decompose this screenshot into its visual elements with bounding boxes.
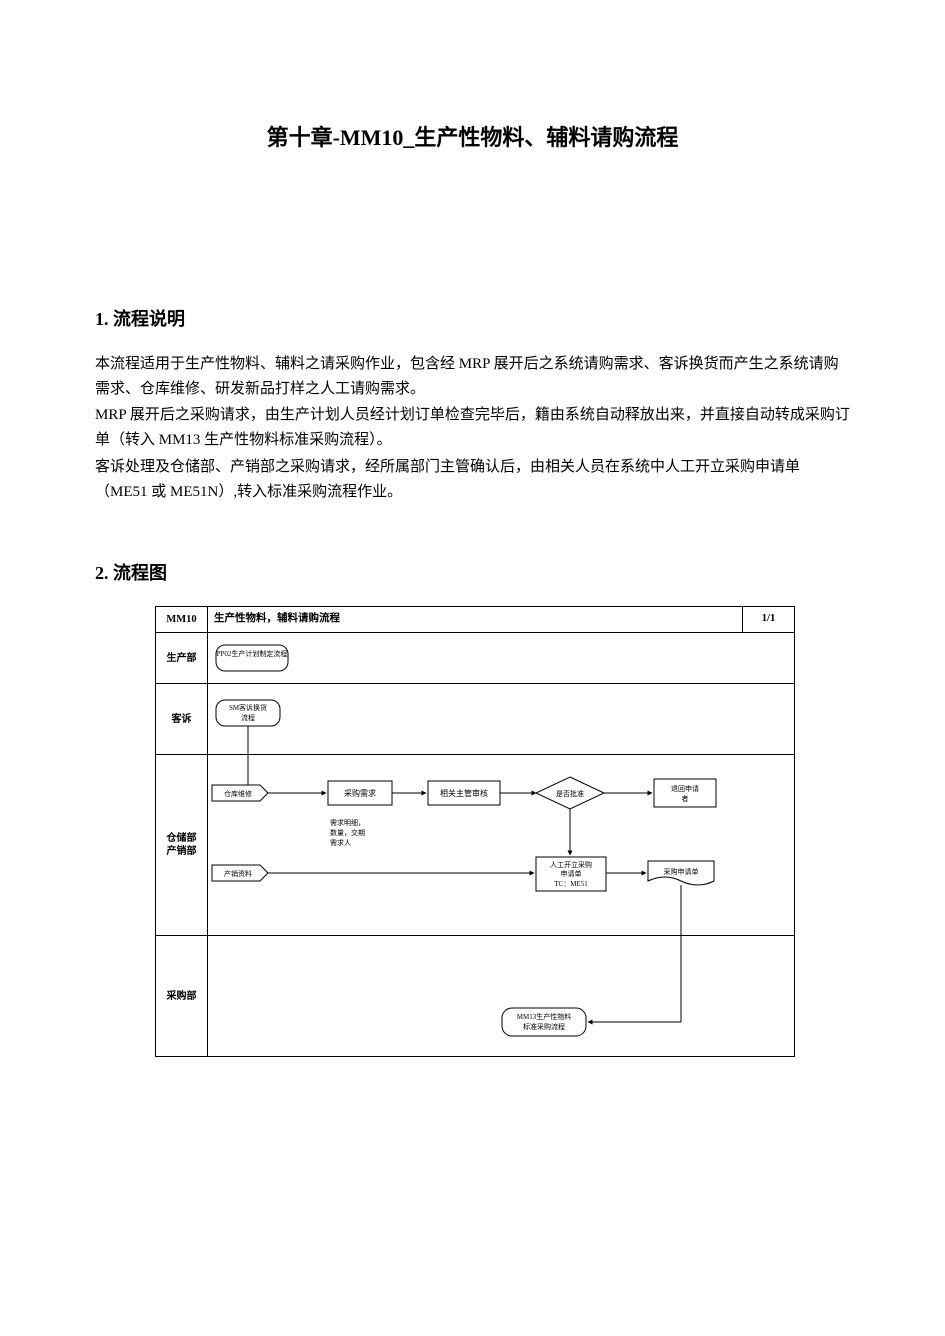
node-decision: 是否批准 [556,789,584,798]
node-mm13a: MM13生产性物料 [517,1012,571,1021]
page-title: 第十章-MM10_生产性物料、辅料请购流程 [95,120,850,155]
lane-warehouse: 仓储部 产销部 仓库维修 产销资料 [156,755,795,936]
flow-header-page: 1/1 [743,607,795,633]
node-cangku: 仓库维修 [224,789,252,798]
section1-p2: MRP 展开后之采购请求，由生产计划人员经计划订单检查完毕后，籍由系统自动释放出… [95,403,850,453]
node-kaili1: 人工开立采购 [550,860,592,869]
node-kaili2: 申请单 [561,869,582,878]
node-xuqiu-note1: 需求明细， [330,818,365,827]
node-xuqiu-note3: 需求人 [330,838,351,847]
node-kaili3: TC：ME51 [554,880,588,888]
node-tuihui1: 退回申请 [671,784,699,793]
flow-header-title: 生产性物料，辅料请购流程 [208,607,743,633]
lane-complaint: 客诉 SM客诉换货 流程 [156,684,795,755]
lane-purchasing-body: MM13生产性物料 标准采购流程 [208,936,795,1057]
node-shenqing: 采购申请单 [664,867,699,876]
node-pp02-l1: PP02生产计划制定流程 [217,649,288,658]
flow-header-code: MM10 [156,607,208,633]
section1-body: 本流程适用于生产性物料、辅料之请采购作业，包含经 MRP 展开后之系统请购需求、… [95,352,850,505]
section1-p3: 客诉处理及仓储部、产销部之采购请求，经所属部门主管确认后，由相关人员在系统中人工… [95,455,850,505]
node-xuqiu: 采购需求 [344,788,376,798]
node-sm-line2: 流程 [241,713,255,722]
section1-heading: 1. 流程说明 [95,305,850,334]
node-mm13b: 标准采购流程 [523,1022,565,1031]
lane-warehouse-body: 仓库维修 产销资料 采购需求 需求明细， 数量，交期 需求人 相关主管审核 [208,755,795,936]
node-tuihui2: 者 [682,795,689,803]
lane-production-label: 生产部 [156,633,208,684]
node-xuqiu-note2: 数量，交期 [330,828,365,837]
node-shenhe: 相关主管审核 [440,788,488,798]
node-chanxiao: 产销资料 [224,869,252,878]
lane-complaint-label: 客诉 [156,684,208,755]
section2-heading: 2. 流程图 [95,559,850,588]
lane-warehouse-label: 仓储部 产销部 [156,755,208,936]
flowchart-container: MM10 生产性物料，辅料请购流程 1/1 生产部 PP02生产计划制定流程 客… [155,606,795,1057]
lane-warehouse-label-b: 产销部 [167,846,197,857]
node-sm-line1: SM客诉换货 [229,703,267,712]
lane-purchasing-label: 采购部 [156,936,208,1057]
lane-warehouse-label-a: 仓储部 [167,833,197,844]
lane-production-body: PP02生产计划制定流程 [208,633,795,684]
flowchart-table: MM10 生产性物料，辅料请购流程 1/1 生产部 PP02生产计划制定流程 客… [155,606,795,1057]
flow-header-row: MM10 生产性物料，辅料请购流程 1/1 [156,607,795,633]
section1-p1: 本流程适用于生产性物料、辅料之请采购作业，包含经 MRP 展开后之系统请购需求、… [95,352,850,402]
lane-complaint-body: SM客诉换货 流程 [208,684,795,755]
lane-production: 生产部 PP02生产计划制定流程 [156,633,795,684]
lane-purchasing: 采购部 MM13生产性物料 标准采购流程 [156,936,795,1057]
